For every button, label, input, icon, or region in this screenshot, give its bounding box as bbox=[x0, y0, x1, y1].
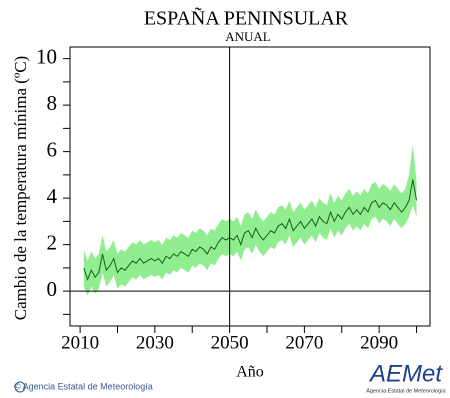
mean-line bbox=[83, 179, 418, 281]
y-tick-label: 4 bbox=[47, 184, 58, 208]
copyright-icon bbox=[14, 381, 26, 393]
credit: © Agencia Estatal de Meteorología bbox=[14, 381, 153, 391]
x-tick-label: 2070 bbox=[285, 332, 323, 353]
y-tick-label: 8 bbox=[47, 91, 58, 115]
y-axis-label: Cambio de la temperatura mínima (ºC) bbox=[11, 56, 30, 320]
y-tick-label: 0 bbox=[47, 277, 58, 301]
chart-subtitle: ANUAL bbox=[225, 29, 271, 44]
x-tick-label: 2050 bbox=[211, 332, 249, 353]
y-tick-label: 2 bbox=[47, 230, 58, 254]
x-tick-label: 2090 bbox=[360, 332, 398, 353]
plot-frame bbox=[69, 46, 431, 327]
chart-title: ESPAÑA PENINSULAR bbox=[144, 6, 349, 30]
x-tick-label: 2010 bbox=[61, 332, 99, 353]
x-tick-label: 2030 bbox=[136, 332, 174, 353]
logo: AEMet bbox=[368, 360, 443, 387]
y-tick-label: 10 bbox=[36, 44, 57, 68]
logo-subtitle: Agencia Estatal de Meteorología bbox=[366, 388, 446, 394]
x-axis-label: Año bbox=[236, 364, 264, 381]
y-tick-label: 6 bbox=[47, 137, 58, 161]
range-band bbox=[83, 144, 417, 296]
